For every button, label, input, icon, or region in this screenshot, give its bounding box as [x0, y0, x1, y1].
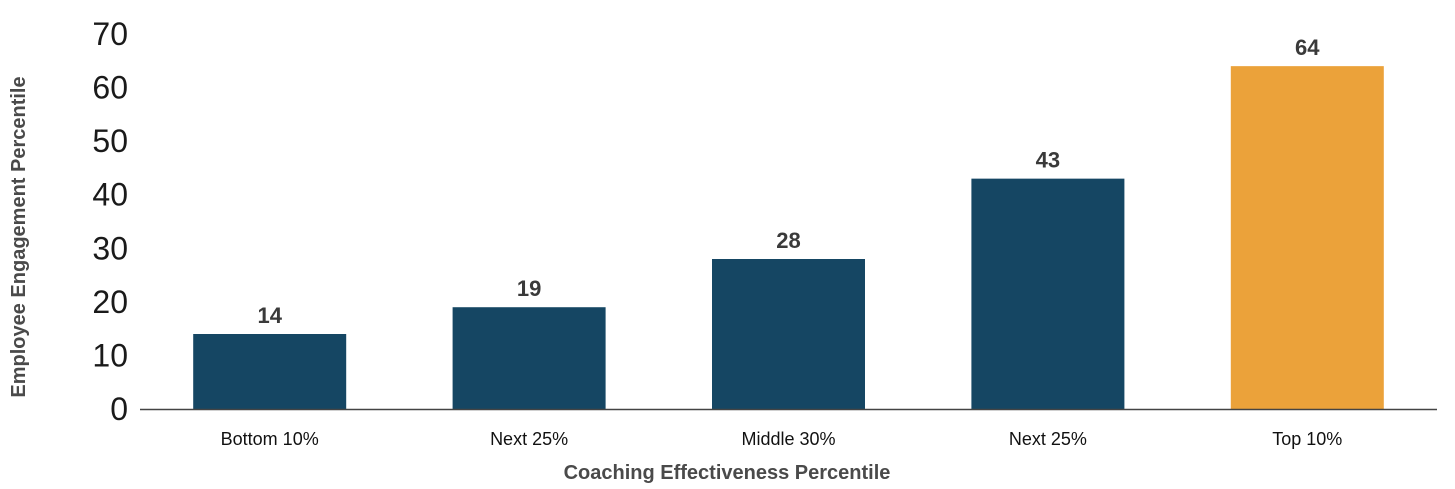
y-tick-label: 20 [92, 284, 128, 320]
x-tick-label: Top 10% [1272, 429, 1342, 449]
data-label: 19 [517, 276, 541, 301]
bar [193, 334, 347, 409]
data-labels: 14 19 28 43 64 [257, 35, 1320, 328]
data-label: 28 [776, 228, 800, 253]
y-tick-label: 70 [92, 16, 128, 52]
y-tick-label: 50 [92, 123, 128, 159]
bars [193, 66, 1384, 410]
x-tick-label: Next 25% [1009, 429, 1087, 449]
data-label: 14 [257, 303, 282, 328]
y-tick-label: 40 [92, 177, 128, 213]
y-tick-label: 10 [92, 337, 128, 373]
y-tick-label: 30 [92, 230, 128, 266]
y-tick-label: 60 [92, 70, 128, 106]
y-tick-label: 0 [110, 391, 128, 427]
x-tick-label: Middle 30% [741, 429, 835, 449]
x-axis-title: Coaching Effectiveness Percentile [564, 462, 891, 484]
data-label: 43 [1036, 148, 1060, 173]
data-label: 64 [1295, 35, 1320, 60]
x-axis-category-labels: Bottom 10% Next 25% Middle 30% Next 25% Top … [221, 429, 1343, 449]
bar [452, 307, 606, 409]
x-tick-label: Next 25% [490, 429, 568, 449]
bar [1230, 66, 1384, 410]
y-axis-ticks: 0 10 20 30 40 50 60 70 [92, 16, 128, 427]
bar [712, 259, 865, 409]
y-axis-title: Employee Engagement Percentile [8, 76, 30, 397]
bar [971, 178, 1125, 409]
x-tick-label: Bottom 10% [221, 429, 319, 449]
